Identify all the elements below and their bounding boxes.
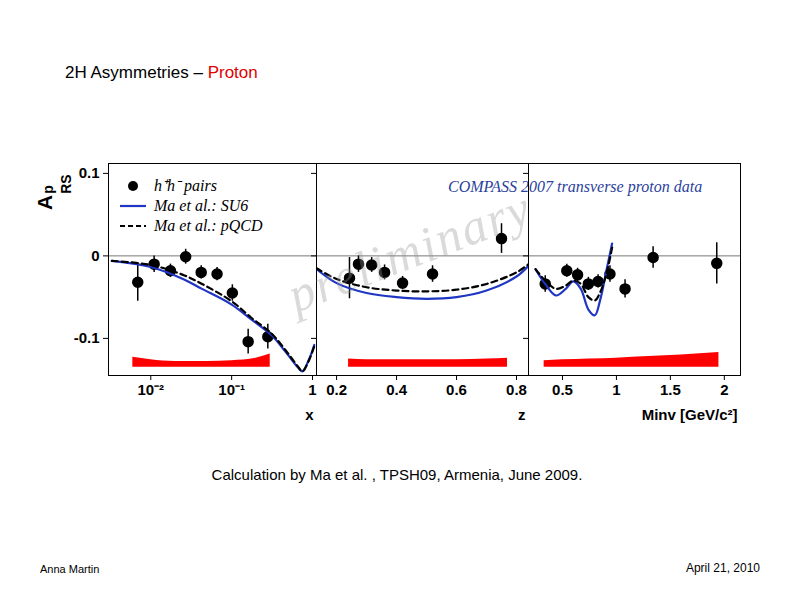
svg-text:-0.1: -0.1 (74, 329, 100, 346)
html-text:Calculation by Ma et al. , TPS: Calculation by Ma et al. , TPSH09, Armen… (211, 466, 583, 483)
html-text:Ma et al.: pQCD: Ma et al.: pQCD (154, 217, 263, 234)
svg-text:z: z (518, 406, 526, 423)
svg-text:0.8: 0.8 (506, 381, 527, 398)
svg-text:2: 2 (720, 381, 728, 398)
svg-text:0.1: 0.1 (79, 164, 100, 181)
html-text:A: A (33, 194, 56, 210)
html-text:Ma et al.: SU6: Ma et al.: SU6 (154, 197, 249, 214)
svg-text:Minv [GeV/c²]: Minv [GeV/c²] (642, 406, 738, 423)
html-text:p: p (40, 185, 56, 194)
svg-text:1: 1 (308, 381, 316, 398)
svg-text:0.4: 0.4 (386, 381, 408, 398)
html-text:Anna Martin: Anna Martin (40, 563, 100, 575)
html-text:April 21, 2010: April 21, 2010 (685, 561, 760, 575)
svg-text:0.5: 0.5 (552, 381, 573, 398)
html-text:h⁺h⁻ pairs: h⁺h⁻ pairs (154, 177, 217, 194)
svg-text:0: 0 (91, 247, 99, 264)
html-text:COMPASS 2007 transverse proton: COMPASS 2007 transverse proton data (448, 178, 703, 195)
svg-text:1: 1 (612, 381, 620, 398)
svg-text:0.2: 0.2 (326, 381, 347, 398)
svg-text:x: x (305, 406, 314, 423)
html-text:RS: RS (58, 174, 74, 194)
svg-text:1.5: 1.5 (660, 381, 681, 398)
svg-text:10⁻²: 10⁻² (137, 381, 164, 398)
svg-text:10⁻¹: 10⁻¹ (218, 381, 245, 398)
svg-text:0.6: 0.6 (446, 381, 467, 398)
html-text:preliminary: preliminary (280, 179, 540, 324)
html-text:2H Asymmetries – Proton: 2H Asymmetries – Proton (65, 63, 258, 82)
